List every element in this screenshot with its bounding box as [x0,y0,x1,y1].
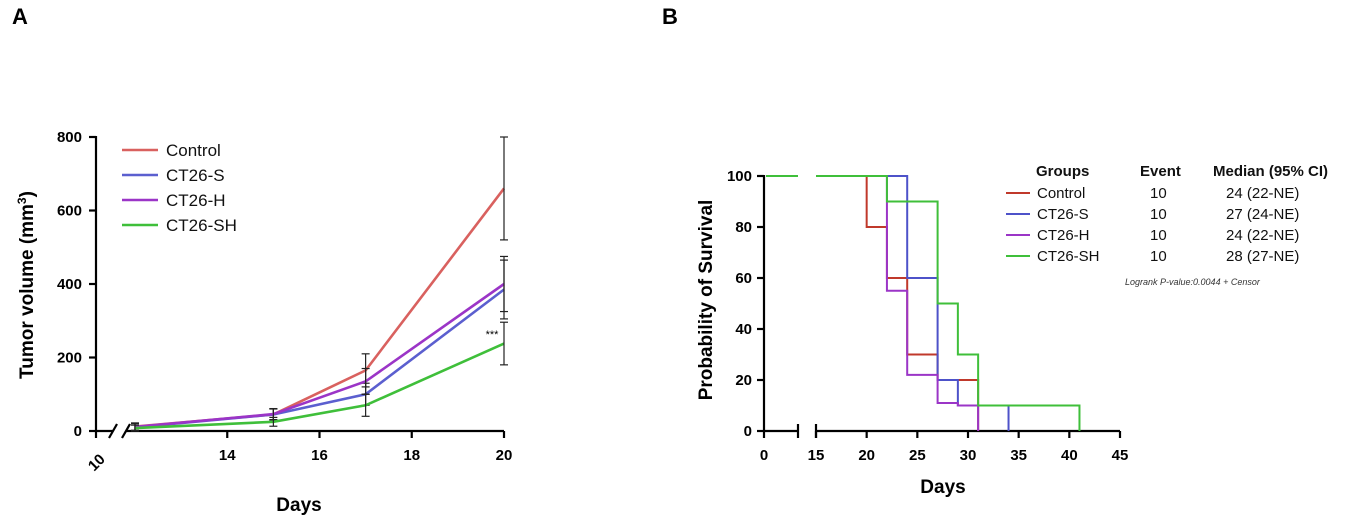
y-tick-label: 600 [57,203,82,220]
legend-median-value: 24 (22-NE) [1226,185,1299,202]
tumor-volume-chart: 10 0 200 400 600 800 14 16 18 20 *** Tumor volu… [15,129,512,516]
legend-event-value: 10 [1150,248,1167,265]
series-line [134,282,505,429]
significance-annotation: *** [486,329,500,341]
logrank-note: Logrank P-value:0.0044 + Censor [1125,277,1261,287]
x-tick-label: 15 [808,447,825,464]
series-line [134,342,505,430]
legend-header-groups: Groups [1036,163,1089,180]
panel-b-x-axis-title: Days [920,477,965,498]
legend-header-median: Median (95% CI) [1213,163,1328,180]
panel-b-y-axis-title: Probability of Survival [696,200,717,401]
legend-event-value: 10 [1150,206,1167,223]
x-tick-label: 45 [1112,447,1129,464]
x-tick-label: 40 [1061,447,1078,464]
legend-median-value: 28 (27-NE) [1226,248,1299,265]
survival-step-line [816,175,1081,431]
legend-event-value: 10 [1150,185,1167,202]
y-tick-label: 200 [57,350,82,367]
y-tick-label: 0 [744,423,752,440]
x-tick-label: 20 [858,447,875,464]
legend-group-label: CT26-S [1037,206,1089,223]
panel-a-axis-break-mark [121,423,131,439]
legend-group-label: Control [1037,185,1085,202]
x-tick-label: 18 [403,447,420,464]
panel-a-x-axis-title: Days [276,495,321,516]
y-tick-label: 100 [727,168,752,185]
survival-step-line [816,175,1010,431]
legend-group-label: CT26-SH [1037,248,1100,265]
series-ct26-s [131,259,508,432]
y-tick-label: 80 [735,219,752,236]
series-ct26-sh [131,321,508,432]
x-tick-label: 14 [219,447,236,464]
x-tick-label: 0 [760,447,768,464]
legend-median-value: 24 (22-NE) [1226,227,1299,244]
series-ct26-sh [766,175,1081,431]
x-tick-label: 30 [960,447,977,464]
legend-event-value: 10 [1150,227,1167,244]
x-tick-label: 20 [496,447,513,464]
panel-b-legend: Groups Event Median (95% CI) Control 10 24… [1006,163,1328,287]
y-tick-label: 800 [57,129,82,146]
legend-median-value: 27 (24-NE) [1226,206,1299,223]
panel-a-y-axis-title: Tumor volume (mm3) [15,191,38,379]
panel-label-b: B [662,4,678,29]
y-tick-label: 40 [735,321,752,338]
series-line [134,288,505,429]
legend-group-label: CT26-H [1037,227,1090,244]
y-tick-label: 20 [735,372,752,389]
x-tick-label: 35 [1010,447,1027,464]
x-tick-label: 16 [311,447,328,464]
survival-step-line [816,175,980,431]
legend-label: Control [166,141,221,160]
y-tick-label: 0 [74,423,82,440]
panel-label-a: A [12,4,28,29]
legend-label: CT26-SH [166,216,237,235]
panel-a-legend: Control CT26-S CT26-H CT26-SH [122,141,237,235]
x-tick-label: 25 [909,447,926,464]
legend-header-event: Event [1140,163,1181,180]
legend-label: CT26-H [166,191,226,210]
y-tick-label: 400 [57,276,82,293]
panel-a-x-break-label: 10 [85,451,109,475]
legend-label: CT26-S [166,166,225,185]
panel-a-axis-break-mark [108,423,118,439]
survival-chart: 0 20 40 60 80 100 0 15 20 25 30 35 40 45 Probability… [696,163,1328,498]
y-tick-label: 60 [735,270,752,287]
